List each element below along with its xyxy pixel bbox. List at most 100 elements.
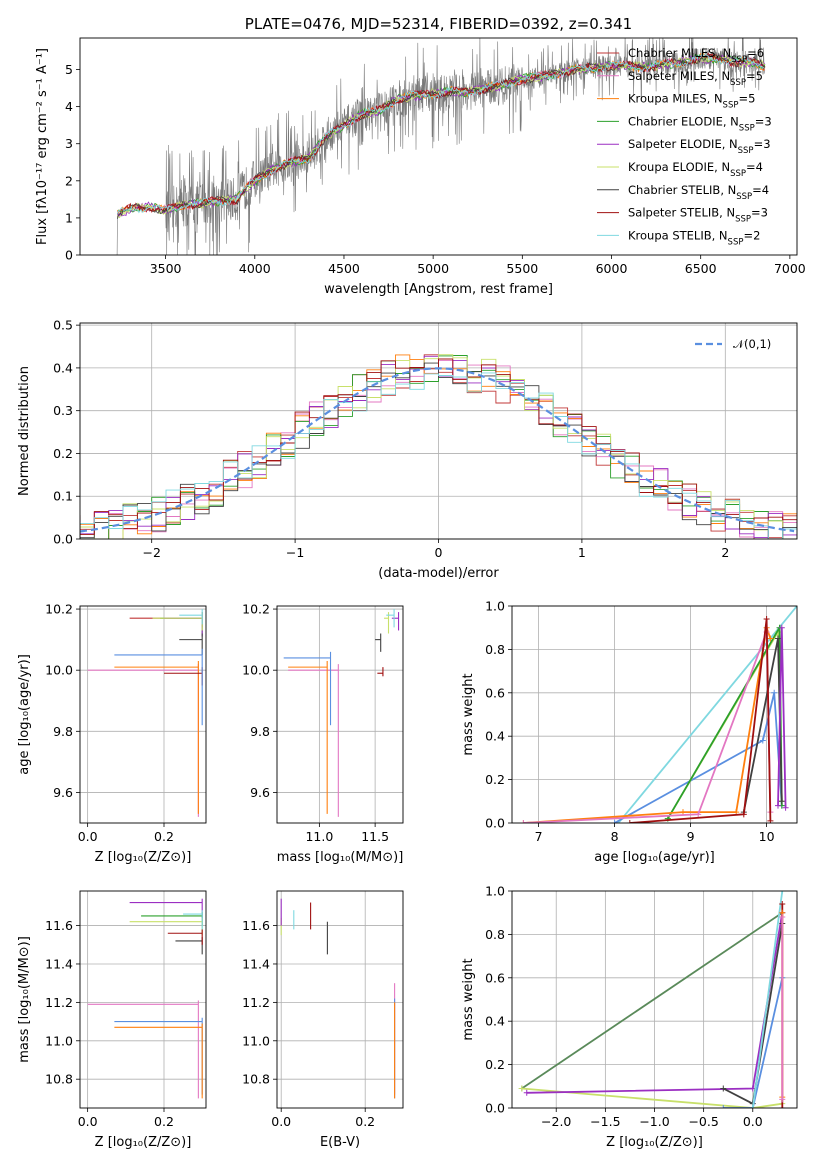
- weight-line: [629, 618, 772, 823]
- model-spectrum-kroupa-elodie: [117, 55, 765, 219]
- x-tick-label: 7: [535, 829, 543, 844]
- axes-frame: [511, 605, 798, 824]
- y-tick-label: 0.5: [53, 318, 73, 333]
- axes-frame: [79, 605, 207, 824]
- plot-area: [115, 38, 766, 255]
- x-axis-label: Z [log₁₀(Z/Z⊙)]: [95, 1135, 192, 1150]
- plot-area: [520, 606, 797, 823]
- y-tick-label: 10.0: [242, 663, 270, 678]
- y-tick-label: 11.0: [242, 1033, 270, 1048]
- y-tick-label: 10.2: [242, 602, 270, 617]
- x-axis-label: Z [log₁₀(Z/Z⊙)]: [606, 1135, 703, 1150]
- weight-marker: [782, 804, 789, 811]
- x-tick-label: 11.5: [361, 829, 389, 844]
- x-tick-label: 8: [611, 829, 619, 844]
- weight-marker: [740, 811, 747, 818]
- y-tick-label: 11.2: [242, 995, 270, 1010]
- y-tick-label: 3: [65, 136, 73, 151]
- y-tick-label: 9.6: [53, 785, 73, 800]
- weight-marker: [779, 901, 786, 908]
- legend-label: Salpeter STELIB, NSSP=3: [628, 206, 768, 225]
- weight-marker: [778, 798, 785, 805]
- y-tick-label: 0.6: [485, 685, 505, 700]
- legend-label: Chabrier STELIB, NSSP=4: [628, 183, 769, 202]
- weight-marker: [695, 811, 702, 818]
- y-tick-label: 0.2: [485, 772, 505, 787]
- axes-frame: [79, 37, 798, 256]
- x-tick-label: −1.0: [639, 1114, 669, 1129]
- legend-label: 𝒩(0,1): [733, 337, 771, 351]
- axes-frame: [79, 890, 207, 1109]
- x-tick-label: −2: [142, 545, 160, 560]
- x-tick-label: 0.0: [78, 1114, 98, 1129]
- x-tick-label: −1.5: [590, 1114, 620, 1129]
- axes-frame: [79, 322, 798, 540]
- weight-marker: [775, 802, 781, 809]
- y-tick-label: 0.4: [53, 360, 73, 375]
- x-tick-label: 6500: [685, 261, 717, 276]
- x-tick-label: 7000: [774, 261, 806, 276]
- y-tick-label: 9.8: [250, 724, 270, 739]
- x-tick-label: 0.0: [78, 829, 98, 844]
- x-tick-label: 0: [435, 545, 443, 560]
- weight-line: [521, 911, 783, 1090]
- gaussian-curve: [80, 367, 795, 533]
- x-tick-label: 5500: [506, 261, 538, 276]
- axes-frame: [276, 605, 404, 824]
- y-tick-label: 10.8: [45, 1072, 73, 1087]
- x-tick-label: 6000: [596, 261, 628, 276]
- weight-marker: [720, 1085, 727, 1092]
- x-axis-label: Z [log₁₀(Z/Z⊙)]: [95, 850, 192, 865]
- y-tick-label: 11.0: [45, 1033, 73, 1048]
- y-tick-label: 11.4: [242, 956, 270, 971]
- weight-marker: [771, 689, 778, 696]
- weight-line: [751, 891, 784, 1108]
- weight-marker: [749, 1105, 756, 1108]
- x-tick-label: −1: [286, 545, 304, 560]
- y-tick-label: 0.0: [485, 816, 505, 831]
- weight-line: [614, 692, 783, 823]
- model-spectrum-salpeter-elodie: [117, 54, 766, 217]
- y-tick-label: 10.0: [45, 663, 73, 678]
- y-axis-label: Normed distribution: [17, 366, 32, 496]
- weight-marker: [779, 891, 786, 894]
- y-axis-label: Flux [fλ10⁻¹⁷ erg cm⁻² s⁻¹ A⁻¹]: [35, 48, 50, 245]
- model-spectrum-kroupa-stelib: [117, 53, 766, 214]
- legend-label: Kroupa ELODIE, NSSP=4: [628, 160, 763, 179]
- y-tick-label: 10.8: [242, 1072, 270, 1087]
- y-tick-label: 1: [65, 210, 73, 225]
- plot-area: [87, 898, 203, 1099]
- y-tick-label: 0.0: [53, 532, 73, 547]
- weight-marker: [720, 1105, 727, 1108]
- plot-area: [87, 609, 203, 817]
- chart-title: PLATE=0476, MJD=52314, FIBERID=0392, z=0…: [245, 15, 632, 33]
- panel-age-vs-mass: 11.0 11.5 9.6 9.8 10.0 10.2 mass [log₁₀(M/M⊙)]: [242, 602, 404, 865]
- weight-marker: [518, 1085, 525, 1092]
- x-tick-label: 4500: [328, 261, 360, 276]
- x-tick-label: 1: [578, 545, 586, 560]
- y-tick-label: 0.2: [485, 1057, 505, 1072]
- x-axis-label: E(B-V): [320, 1135, 360, 1150]
- panel-massweight-vs-age: 7 8 9 10 0.0 0.2 0.4 0.6 0.8 1.0 age [log₁₀(age/yr…: [461, 599, 798, 865]
- weight-marker: [775, 635, 781, 642]
- x-tick-label: 0.2: [154, 1114, 174, 1129]
- legend-label: Salpeter MILES, NSSP=5: [628, 69, 763, 88]
- x-tick-label: −2.0: [541, 1114, 571, 1129]
- weight-marker: [626, 820, 633, 823]
- panel-spectrum: 3500 4000 4500 5000 5500 6000 6500 7000 0 1 2 3 4 5 wa…: [35, 15, 806, 297]
- legend-label: Salpeter ELODIE, NSSP=3: [628, 137, 771, 156]
- x-axis-label: (data-model)/error: [378, 566, 499, 581]
- y-tick-label: 4: [65, 99, 73, 114]
- x-tick-label: 2: [721, 545, 729, 560]
- x-tick-label: 10: [759, 829, 775, 844]
- weight-marker: [779, 1096, 786, 1103]
- y-axis-label: mass weight: [461, 958, 476, 1040]
- y-axis-label: mass weight: [461, 673, 476, 755]
- axes-frame: [511, 890, 798, 1109]
- weight-marker: [767, 635, 774, 642]
- weight-marker: [611, 820, 618, 823]
- y-tick-label: 9.6: [250, 785, 270, 800]
- y-tick-label: 0.6: [485, 970, 505, 985]
- panel-mass-vs-Z: 0.0 0.2 10.8 11.0 11.2 11.4 11.6 Z [log₁₀(Z/Z⊙)…: [17, 890, 207, 1150]
